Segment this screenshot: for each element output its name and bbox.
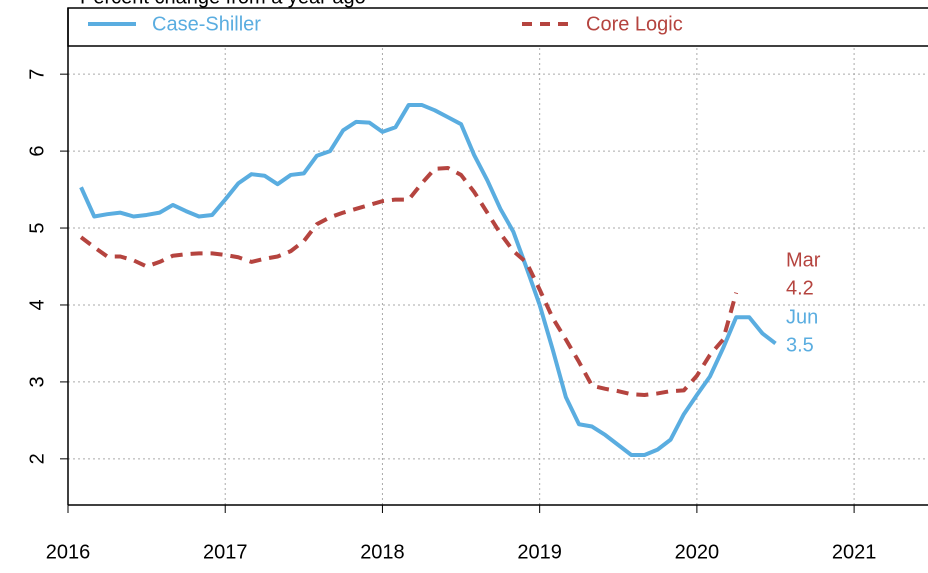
legend-box: [67, 7, 928, 47]
x-tick-label: 2018: [360, 541, 405, 563]
annotation: Jun: [786, 306, 818, 328]
y-tick-label: 5: [26, 222, 48, 233]
x-tick-label: 2019: [517, 541, 562, 563]
y-tick-label: 4: [26, 299, 48, 310]
series-line: [79, 166, 739, 397]
x-tick-label: 2021: [832, 541, 877, 563]
legend-label: Core Logic: [586, 13, 683, 35]
chart-title: Percent change from a year ago: [80, 0, 366, 8]
y-tick-label: 2: [26, 453, 48, 464]
y-tick-label: 3: [26, 376, 48, 387]
x-tick-label: 2016: [46, 541, 91, 563]
series-line: [79, 102, 777, 457]
y-tick-label: 6: [26, 146, 48, 157]
annotation: 3.5: [786, 334, 814, 356]
legend-label: Case-Shiller: [152, 13, 261, 35]
x-tick-label: 2020: [675, 541, 720, 563]
y-tick-label: 7: [26, 69, 48, 80]
x-tick-label: 2017: [203, 541, 248, 563]
annotation: 4.2: [786, 277, 814, 299]
annotation: Mar: [786, 249, 821, 271]
